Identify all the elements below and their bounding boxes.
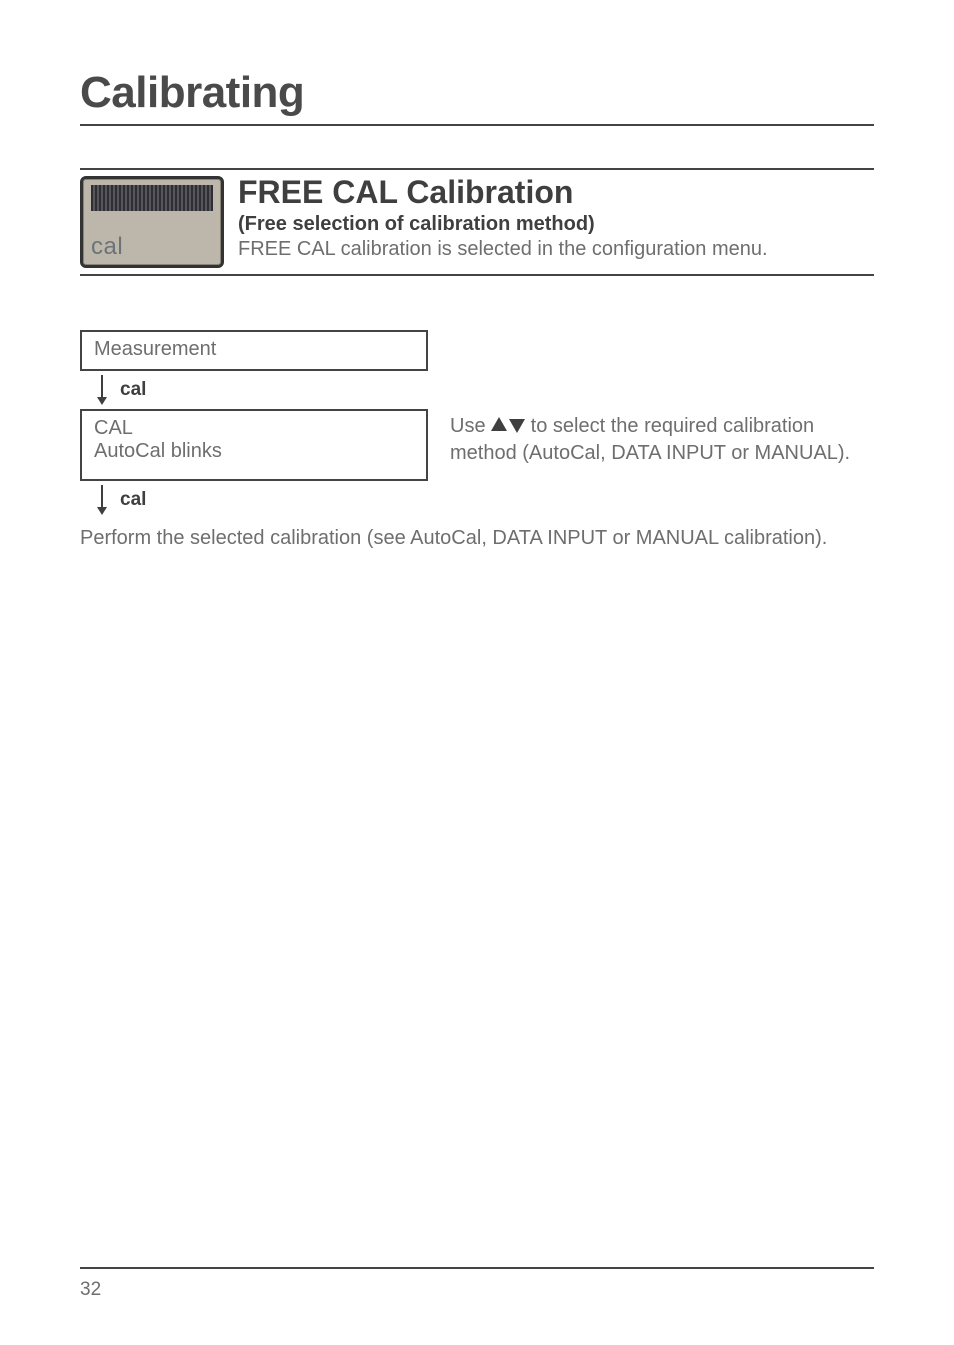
lcd-readout-area (91, 185, 213, 211)
arrow-label-cal-2: cal (120, 489, 146, 511)
section-header-text: FREE CAL Calibration (Free selection of … (232, 170, 874, 267)
down-arrow-icon (94, 375, 110, 405)
lcd-wrapper: cal (80, 170, 232, 274)
section-header: cal FREE CAL Calibration (Free selection… (80, 168, 874, 276)
final-paragraph: Perform the selected calibration (see Au… (80, 525, 874, 552)
page-footer: 32 (80, 1267, 874, 1301)
up-down-arrows-icon (491, 417, 525, 433)
lcd-status-area: cal (83, 211, 221, 265)
step-box-autocal: CAL AutoCal blinks (80, 409, 428, 481)
side-instruction: Use to select the required calibration m… (428, 409, 874, 467)
step-row-autocal: CAL AutoCal blinks Use to select the req… (80, 409, 874, 481)
arrow-step-2: cal (94, 483, 874, 517)
down-arrow-icon (94, 485, 110, 515)
footer-rule (80, 1267, 874, 1269)
page-number: 32 (80, 1279, 874, 1301)
step-box-measurement: Measurement (80, 330, 428, 371)
flow-diagram: Measurement cal CAL AutoCal blinks Use t… (80, 330, 874, 552)
step-box-line-2: AutoCal blinks (94, 440, 414, 463)
side-pre: Use (450, 415, 491, 437)
arrow-label-cal-1: cal (120, 379, 146, 401)
step-box-line-1: CAL (94, 417, 414, 440)
arrow-step-1: cal (94, 373, 874, 407)
section-subheading: (Free selection of calibration method) (238, 213, 874, 236)
section-note: FREE CAL calibration is selected in the … (238, 238, 874, 261)
lcd-cal-label: cal (91, 233, 123, 261)
page-title: Calibrating (80, 68, 874, 118)
lcd-screen-icon: cal (80, 176, 224, 268)
title-rule (80, 124, 874, 126)
section-heading: FREE CAL Calibration (238, 174, 874, 211)
